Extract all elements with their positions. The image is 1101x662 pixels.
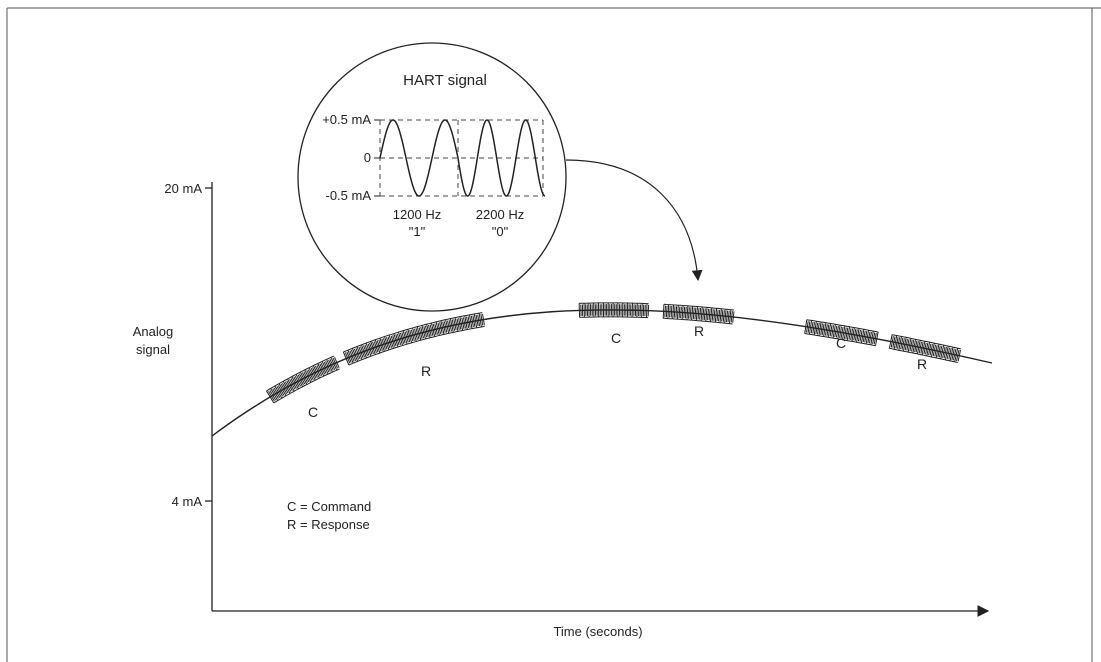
y-axis-title-line2: signal — [136, 342, 170, 357]
inset-tick-minus-label: -0.5 mA — [325, 188, 371, 203]
freq-zero-label: 2200 Hz — [476, 207, 524, 222]
inset-tick-zero-label: 0 — [364, 150, 371, 165]
burst-command — [804, 319, 879, 347]
legend-command: C = Command — [287, 499, 371, 514]
bit-zero-label: "0" — [492, 224, 509, 239]
freq-one-label: 1200 Hz — [393, 207, 441, 222]
burst-labels: C R C R C R — [308, 323, 927, 420]
inset-tick-plus-label: +0.5 mA — [322, 112, 371, 127]
burst-label: C — [611, 330, 621, 346]
burst-response — [662, 303, 735, 325]
burst-label: C — [308, 404, 318, 420]
callout-arrow — [565, 159, 703, 282]
legend-response: R = Response — [287, 517, 370, 532]
burst-response — [888, 334, 961, 363]
burst-layer — [266, 302, 961, 404]
burst-label: C — [836, 335, 846, 351]
bit-one-label: "1" — [409, 224, 426, 239]
burst-response — [342, 312, 485, 366]
x-axis-title: Time (seconds) — [553, 624, 642, 639]
y-bottom-label: 4 mA — [172, 494, 203, 509]
burst-label: R — [694, 323, 704, 339]
burst-label: R — [421, 363, 431, 379]
hart-waveform — [379, 119, 546, 197]
burst-command — [578, 302, 650, 319]
hart-inset-circle — [297, 42, 567, 312]
burst-label: R — [917, 356, 927, 372]
burst-command — [266, 355, 340, 404]
y-top-label: 20 mA — [164, 181, 202, 196]
analog-signal-curve — [211, 309, 993, 437]
hart-inset-title: HART signal — [403, 72, 487, 89]
y-axis-title-line1: Analog — [133, 324, 173, 339]
